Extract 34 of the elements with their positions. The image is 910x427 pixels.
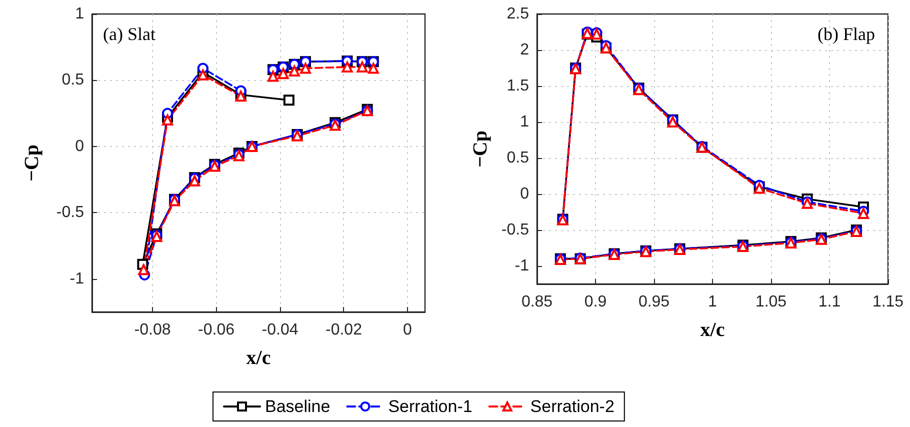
y-tick-label: 1 (75, 6, 84, 22)
y-tick-label: 1 (520, 114, 530, 130)
y-tick-label: 2.5 (506, 6, 530, 22)
x-tick-label: 1.1 (818, 294, 841, 310)
y-tick-label: -0.5 (56, 204, 84, 222)
x-tick-label: -0.02 (326, 322, 362, 338)
x-axis-title: x/c (700, 319, 725, 341)
x-tick-label: 0.9 (584, 294, 607, 310)
x-axis-title: x/c (246, 347, 271, 369)
x-tick-label: 1.15 (872, 294, 904, 310)
y-tick-label: 0 (520, 186, 530, 202)
y-tick-label: 2 (520, 42, 530, 58)
text: (a) Slat (103, 24, 156, 44)
y-axis-title: −Cp (470, 130, 492, 168)
y-tick-label: -0.5 (501, 222, 530, 238)
x-tick-label: -0.08 (134, 322, 171, 338)
legend-label: Baseline (265, 397, 330, 416)
y-tick-label: 1.5 (506, 78, 530, 94)
y-tick-label: -1 (514, 258, 530, 274)
y-tick-label: 0 (75, 138, 84, 155)
text: (b) Flap (818, 24, 876, 44)
x-tick-label: 1.05 (755, 294, 787, 310)
x-tick-label: 1 (708, 294, 718, 310)
legend-label: Serration-1 (388, 397, 472, 416)
y-tick-label: 0.5 (506, 150, 530, 166)
x-tick-label: -0.06 (198, 322, 235, 338)
x-tick-label: -0.04 (262, 322, 298, 338)
x-tick-label: 0 (403, 322, 412, 338)
y-tick-label: 0.5 (62, 72, 84, 89)
legend-label: Serration-2 (530, 397, 614, 416)
y-tick-label: -1 (70, 270, 84, 288)
x-tick-label: 0.95 (638, 294, 670, 310)
x-tick-label: 0.85 (521, 294, 553, 310)
y-axis-title: −Cp (21, 144, 43, 182)
